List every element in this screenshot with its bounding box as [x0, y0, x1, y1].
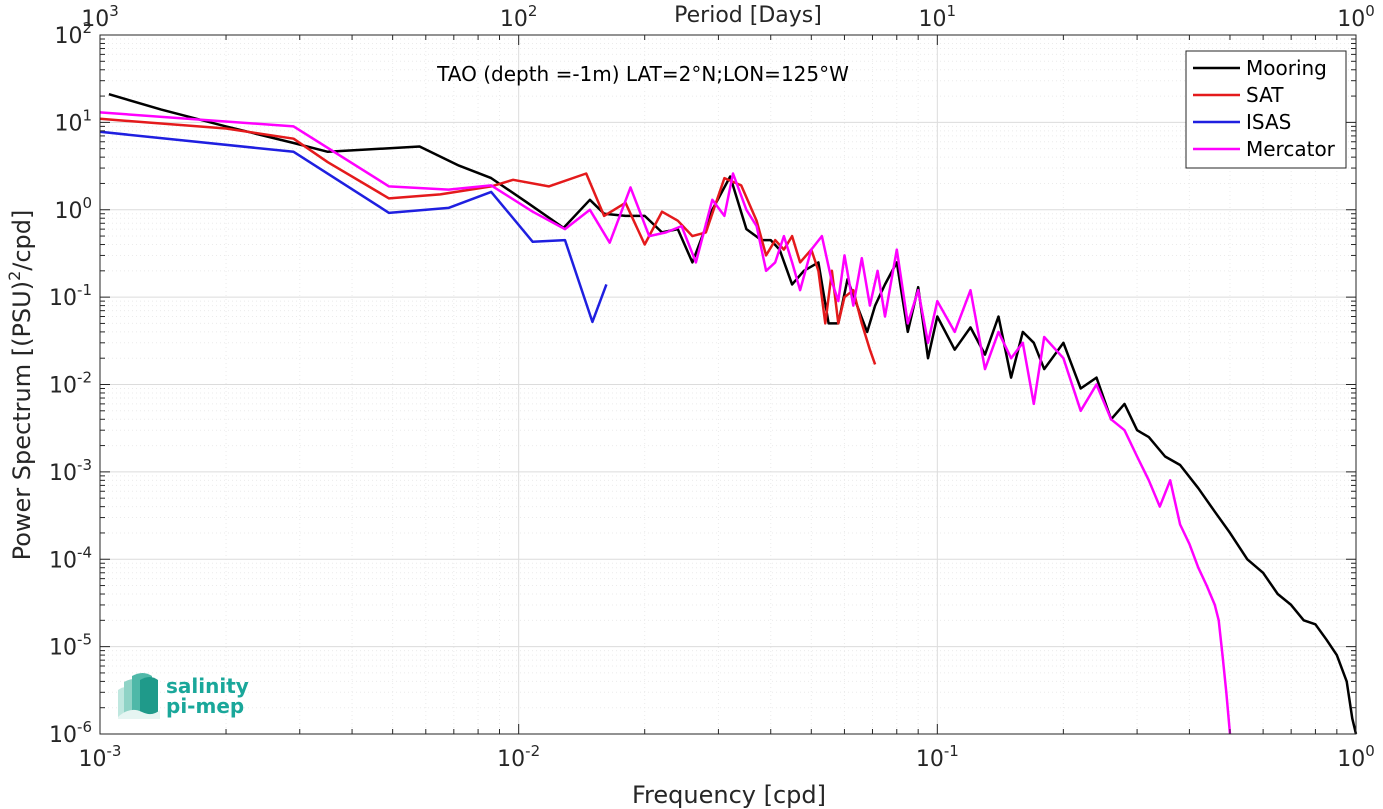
y-tick-label: 10-4 [49, 543, 92, 573]
top-x-tick-label: 102 [500, 2, 538, 32]
x-tick-label: 10-2 [497, 742, 540, 772]
top-x-tick-label-exponent: 2 [528, 2, 538, 20]
y-tick-label-exponent: -5 [77, 631, 92, 649]
top-x-tick-label-exponent: 3 [109, 2, 119, 20]
y-axis-label-prefix: Power Spectrum [(PSU) [8, 281, 36, 560]
y-tick-label-base: 10 [54, 199, 82, 224]
y-tick-label: 100 [54, 194, 92, 224]
x-tick-label-base: 10 [79, 747, 107, 772]
y-tick-label-exponent: 1 [82, 106, 92, 124]
top-x-tick-label: 101 [919, 2, 957, 32]
y-tick-label-base: 10 [49, 548, 77, 573]
y-tick-label: 10-3 [49, 456, 92, 486]
top-x-axis-label: Period [Days] [674, 3, 822, 28]
x-tick-label-exponent: -3 [107, 742, 122, 760]
logo-text-salinity: salinity [166, 674, 249, 698]
chart-annotation: TAO (depth =-1m) LAT=2°N;LON=125°W [436, 62, 849, 86]
x-tick-label: 10-1 [916, 742, 959, 772]
y-tick-label: 101 [54, 106, 92, 136]
legend-label-sat: SAT [1246, 83, 1284, 107]
legend-label-isas: ISAS [1246, 110, 1291, 134]
x-tick-label-base: 10 [916, 747, 944, 772]
y-axis-label-suffix: /cpd] [8, 210, 36, 271]
series-lines [99, 93, 1358, 735]
series-line-isas [99, 130, 608, 324]
y-tick-label-base: 10 [49, 723, 77, 748]
y-tick-label-exponent: -2 [77, 369, 92, 387]
x-tick-label-base: 10 [497, 747, 525, 772]
y-tick-label: 10-2 [49, 369, 92, 399]
y-axis-label-sup: 2 [5, 271, 24, 281]
legend-entries: Mooring SAT ISAS Mercator [1193, 56, 1336, 161]
x-tick-label-exponent: -2 [525, 742, 540, 760]
y-tick-label-exponent: -6 [77, 718, 92, 736]
logo-mark-icon [118, 673, 160, 719]
y-tick-label-exponent: -1 [77, 281, 92, 299]
y-tick-label: 10-1 [49, 281, 92, 311]
y-tick-label-base: 10 [54, 111, 82, 136]
top-x-tick-labels: 103 102 101 100 [81, 2, 1375, 32]
y-tick-label-base: 10 [54, 24, 82, 49]
y-tick-label-base: 10 [49, 286, 77, 311]
y-tick-label-exponent: -4 [77, 543, 92, 561]
salinity-pi-mep-logo: salinity pi-mep [118, 673, 249, 719]
y-tick-label-base: 10 [49, 461, 77, 486]
grid [100, 35, 1356, 734]
y-tick-label-base: 10 [49, 636, 77, 661]
top-x-tick-label: 100 [1337, 2, 1375, 32]
y-tick-label-exponent: -3 [77, 456, 92, 474]
y-axis-label: Power Spectrum [(PSU)2/cpd] [5, 210, 36, 561]
legend-label-mercator: Mercator [1246, 137, 1336, 161]
y-tick-label-base: 10 [49, 374, 77, 399]
top-x-tick-label-base: 10 [500, 7, 528, 32]
x-tick-labels: 10-3 10-2 10-1 100 [79, 742, 1375, 772]
x-tick-label-base: 10 [1337, 747, 1365, 772]
logo-text-pi-mep: pi-mep [166, 694, 244, 718]
y-tick-label: 10-5 [49, 631, 92, 661]
y-tick-label-exponent: 0 [82, 194, 92, 212]
y-tick-label-exponent: 2 [82, 19, 92, 37]
y-tick-label: 10-6 [49, 718, 92, 748]
series-line-mooring [108, 93, 1358, 735]
top-x-tick-label-base: 10 [919, 7, 947, 32]
x-tick-label-exponent: 0 [1365, 742, 1375, 760]
tick-marks [99, 35, 1356, 735]
top-x-tick-label-exponent: 0 [1365, 2, 1375, 20]
top-x-tick-label-base: 10 [81, 7, 109, 32]
x-axis-label: Frequency [cpd] [632, 781, 826, 809]
series-line-mercator [99, 111, 1232, 735]
legend-label-mooring: Mooring [1246, 56, 1327, 80]
top-x-tick-label-base: 10 [1337, 7, 1365, 32]
top-x-tick-label: 103 [81, 2, 119, 32]
legend: Mooring SAT ISAS Mercator [1185, 50, 1347, 169]
x-tick-label: 100 [1337, 742, 1375, 772]
y-tick-label: 102 [54, 19, 92, 49]
top-x-tick-label-exponent: 1 [947, 2, 957, 20]
x-tick-label: 10-3 [79, 742, 122, 772]
x-tick-label-exponent: -1 [944, 742, 959, 760]
